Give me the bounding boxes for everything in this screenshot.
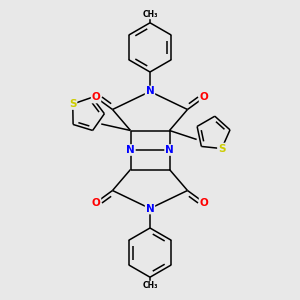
Text: O: O	[92, 92, 100, 103]
Text: S: S	[69, 99, 76, 109]
Text: CH₃: CH₃	[142, 10, 158, 19]
Text: S: S	[218, 144, 226, 154]
Text: N: N	[146, 203, 154, 214]
Text: O: O	[92, 197, 100, 208]
Text: N: N	[165, 145, 174, 155]
Text: N: N	[126, 145, 135, 155]
Text: CH₃: CH₃	[142, 281, 158, 290]
Text: O: O	[200, 92, 208, 103]
Text: O: O	[200, 197, 208, 208]
Text: N: N	[146, 86, 154, 97]
